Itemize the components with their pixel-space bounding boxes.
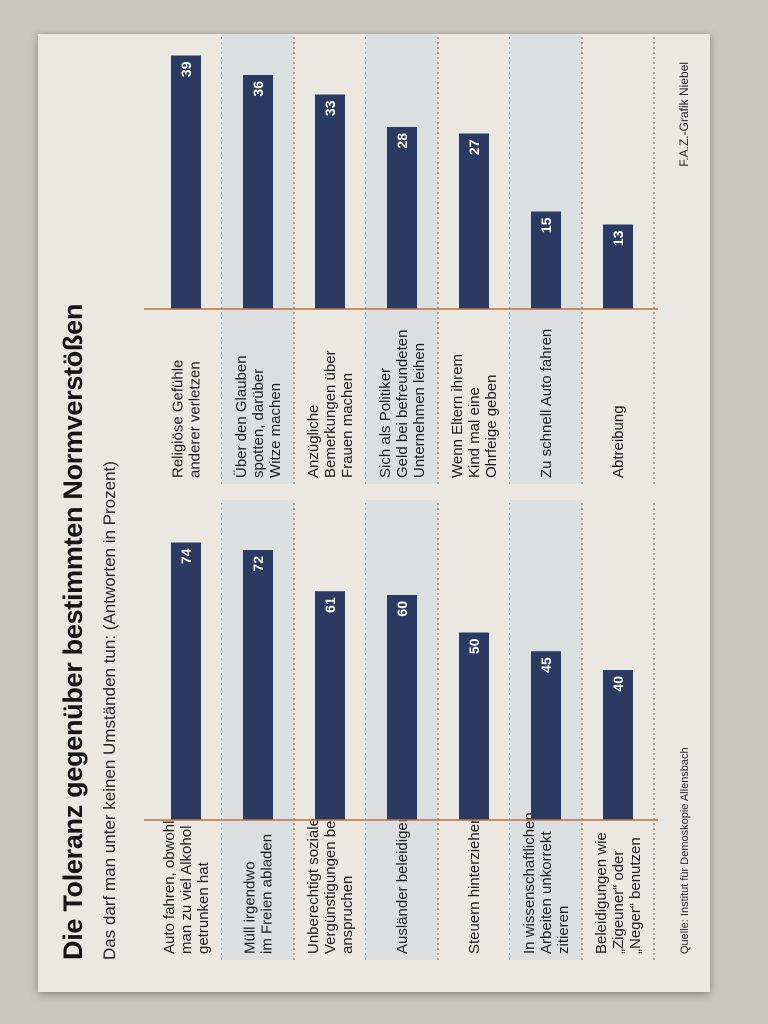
category-label: In wissenschaftlichenArbeiten unkorrektz… [521, 812, 572, 954]
bar [243, 75, 273, 309]
category-label: Steuern hinterziehen [466, 816, 483, 954]
value-label: 33 [322, 100, 338, 116]
category-label: Beleidigungen wie„Zigeuner“ oder„Neger“ … [593, 832, 644, 954]
chart-frame: Die Toleranz gegenüber bestimmten Normve… [38, 34, 710, 992]
category-label-line: Auto fahren, obwohl [161, 821, 178, 954]
value-label: 60 [394, 601, 410, 617]
value-label: 45 [538, 657, 554, 673]
category-label: Auto fahren, obwohlman zu viel Alkoholge… [161, 821, 212, 954]
category-label-line: Müll irgendwo [242, 861, 259, 954]
value-label: 27 [466, 139, 482, 155]
category-label-line: anspruchen [339, 876, 356, 954]
category-label-line: Über den Glauben [232, 355, 250, 478]
source-note: Quelle: Institut für Demoskopie Allensba… [679, 747, 691, 954]
category-label-line: Sich als Politiker [377, 368, 394, 478]
category-label: AnzüglicheBemerkungen überFrauen machen [305, 350, 356, 478]
category-label: Wenn Eltern ihremKind mal eineOhrfeige g… [449, 354, 500, 478]
category-label-line: anderer verletzen [187, 361, 204, 478]
category-label-line: Ausländer beleidigen [394, 814, 411, 954]
category-label-line: im Freien abladen [259, 834, 276, 954]
bar [459, 632, 489, 820]
category-label: Sich als PolitikerGeld bei befreundetenU… [377, 330, 428, 478]
category-label-line: „Zigeuner“ oder [610, 851, 627, 954]
bar [531, 211, 561, 309]
value-label: 15 [538, 217, 554, 233]
category-label-line: Wenn Eltern ihrem [449, 354, 466, 478]
value-label: 40 [610, 676, 626, 692]
bar [531, 651, 561, 820]
category-label: Religiöse Gefühleanderer verletzen [170, 360, 204, 478]
value-label: 28 [394, 133, 410, 149]
category-label-line: man zu viel Alkohol [178, 826, 195, 954]
category-label: Unberechtigt sozialeVergünstigungen be-a… [305, 816, 356, 954]
panel-right: Religiöse Gefühleanderer verletzen 39 Über… [144, 34, 658, 484]
bar [603, 224, 633, 309]
graphic-credit: F.A.Z.-Grafik Niebel [677, 62, 691, 167]
value-label: 13 [610, 230, 626, 246]
category-label-line: Arbeiten unkorrekt [538, 831, 555, 954]
category-label-line: Zu schnell Auto fahren [538, 329, 555, 478]
category-label-line: Frauen machen [339, 373, 356, 478]
category-label-line: getrunken hat [195, 861, 212, 954]
bar [171, 542, 201, 820]
value-label: 61 [322, 597, 338, 613]
category-label-line: Vergünstigungen be- [322, 816, 339, 954]
bar [387, 127, 417, 309]
category-label-line: Geld bei befreundeten [394, 330, 411, 478]
value-label: 36 [250, 81, 266, 97]
category-label-line: Bemerkungen über [322, 350, 339, 478]
category-label: Abtreibung [610, 405, 627, 478]
category-label-line: Religiöse Gefühle [170, 360, 187, 478]
category-label-line: In wissenschaftlichen [521, 812, 538, 954]
category-label-line: Steuern hinterziehen [466, 816, 483, 954]
category-label: Über den Glaubenspotten, darüberWitze ma… [232, 355, 284, 478]
category-label-line: Kind mal eine [466, 387, 483, 478]
category-label-line: Ohrfeige geben [483, 375, 500, 478]
bar [315, 94, 345, 309]
category-label-line: Witze machen [267, 383, 284, 478]
category-label-line: Unberechtigt soziale [305, 818, 322, 954]
category-label-line: Anzügliche [305, 405, 322, 478]
panel-left: Auto fahren, obwohlman zu viel Alkoholge… [144, 500, 658, 960]
category-label-line: spotten, darüber [250, 369, 267, 478]
category-label-line: „Neger“ benutzen [627, 837, 644, 954]
value-label: 39 [178, 61, 194, 77]
bar [171, 55, 201, 309]
value-label: 50 [466, 638, 482, 654]
bar [243, 550, 273, 820]
category-label-line: Abtreibung [610, 405, 627, 478]
bar [603, 670, 633, 820]
category-label: Müll irgendwoim Freien abladen [242, 834, 276, 954]
newspaper-clipping: Die Toleranz gegenüber bestimmten Normve… [38, 34, 710, 992]
value-label: 72 [250, 556, 266, 572]
value-label: 74 [178, 548, 194, 564]
category-label-line: Unternehmen leihen [411, 343, 428, 478]
bar-chart: Auto fahren, obwohlman zu viel Alkoholge… [144, 34, 691, 960]
category-label-line: zitieren [555, 906, 572, 954]
category-label-line: Beleidigungen wie [593, 832, 610, 954]
bar [387, 595, 417, 820]
bar [315, 591, 345, 820]
category-label: Zu schnell Auto fahren [538, 329, 555, 478]
category-label: Ausländer beleidigen [394, 814, 411, 954]
bar [459, 133, 489, 309]
